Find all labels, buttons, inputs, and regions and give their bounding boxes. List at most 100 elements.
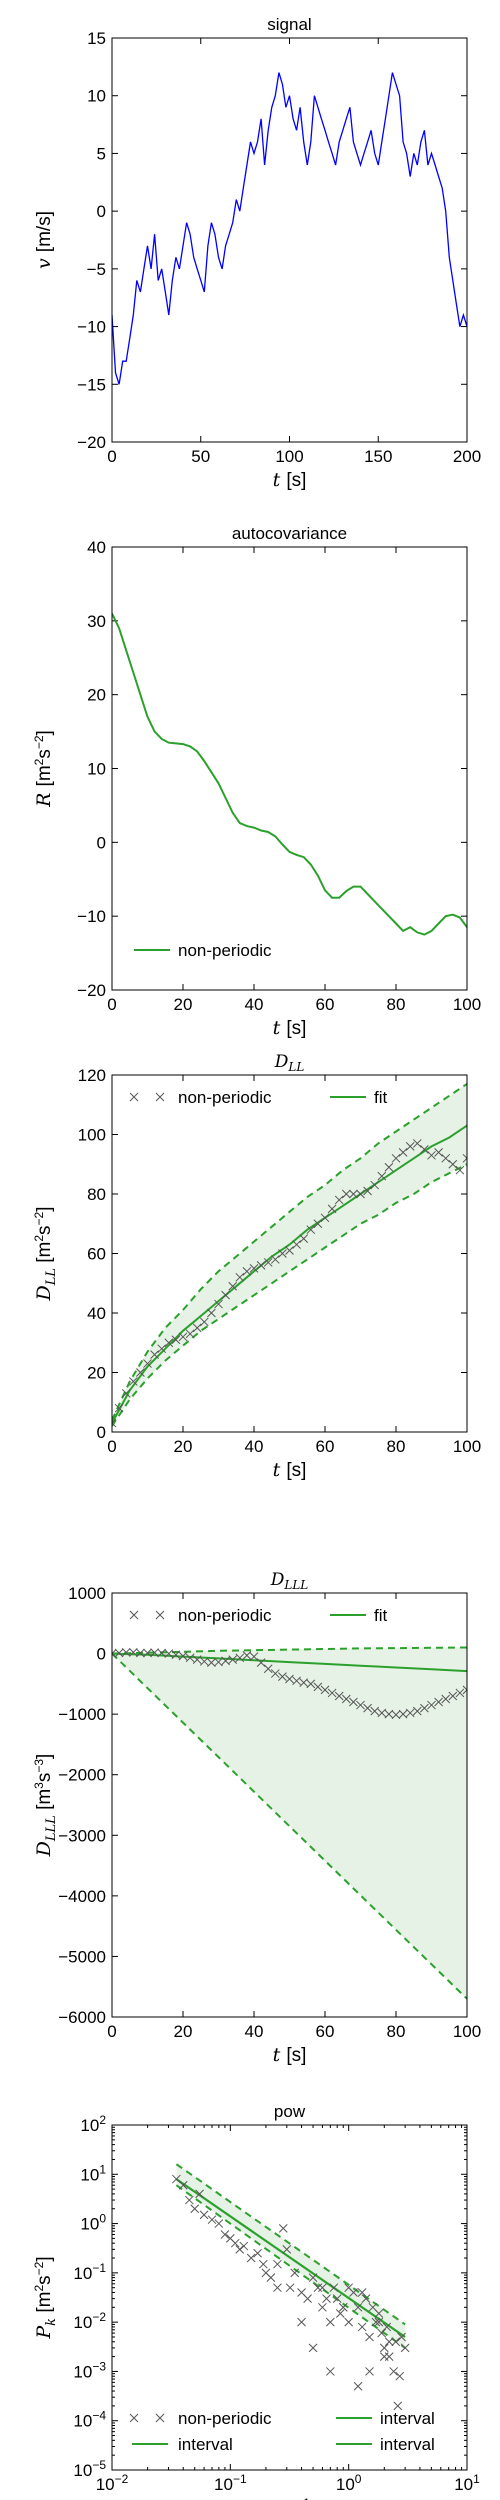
marker-point-12 <box>192 1323 202 1333</box>
marker-point-30 <box>329 2283 339 2293</box>
x-tick-label: 40 <box>245 2022 264 2041</box>
x-axis-label: t [s] <box>273 1017 307 1039</box>
marker-point-50 <box>400 2343 410 2353</box>
marker-point-5 <box>199 2210 209 2220</box>
y-tick-label: 10 <box>87 87 106 106</box>
y-tick-label: 0 <box>97 1423 106 1442</box>
marker-point-15 <box>258 2259 268 2269</box>
marker-point-46 <box>434 1697 443 1707</box>
marker-point-3 <box>128 1377 138 1386</box>
marker-point-19 <box>242 1266 252 1276</box>
marker-point-60 <box>318 2283 327 2293</box>
marker-point-21 <box>285 2283 295 2293</box>
x-tick-label: 40 <box>245 995 264 1014</box>
y-tick-label: −3000 <box>58 1826 106 1845</box>
marker-point-7 <box>157 1344 167 1354</box>
marker-point-23 <box>270 1669 280 1678</box>
y-tick-label: −10 <box>77 907 106 926</box>
y-tick-label: 80 <box>87 1185 106 1204</box>
y-tick-label: 101 <box>80 2162 106 2184</box>
y-tick-label: −10 <box>77 318 106 337</box>
x-tick-label: 10−2 <box>96 2472 129 2494</box>
marker-point-42 <box>374 2309 384 2318</box>
marker-point-46 <box>434 1147 443 1157</box>
marker-point-62 <box>357 2288 367 2297</box>
chart-4: DLLL 0 20 40 60 80 100 −6000 −5000 −4000 −3000 −200… <box>32 1570 481 2066</box>
x-tick-label: 60 <box>316 2022 335 2041</box>
marker-point-37 <box>370 1180 380 1190</box>
legend-label-non-periodic: non-periodic <box>178 2409 272 2428</box>
marker-point-49 <box>455 1688 465 1698</box>
chart-title: signal <box>267 15 311 34</box>
upper-interval-line <box>175 2163 406 2326</box>
marker-point-19 <box>278 2223 288 2233</box>
y-tick-label: −15 <box>77 375 106 394</box>
x-tick-label: 0 <box>107 2022 116 2041</box>
marker-point-10 <box>178 1332 188 1342</box>
marker-point-48 <box>448 1159 458 1169</box>
chart-1: signal 0 50 100 150 200 −20 −15 −10 −5 0 5 10 15 t [s]… <box>33 15 481 491</box>
marker-point-31 <box>332 2294 342 2303</box>
y-tick-label: 0 <box>97 202 106 221</box>
marker-point-37 <box>370 1706 380 1716</box>
marker-point-26 <box>313 2283 323 2293</box>
marker-point-21 <box>256 1261 266 1270</box>
marker-point-15 <box>214 1299 223 1309</box>
marker-point-43 <box>377 2328 387 2338</box>
marker-point-36 <box>353 2302 363 2312</box>
y-tick-label: 60 <box>87 1245 106 1264</box>
y-tick-label: −2000 <box>58 1766 106 1785</box>
y-tick-label: −20 <box>77 433 106 452</box>
y-tick-label: −20 <box>77 981 106 1000</box>
marker-point-35 <box>356 1189 365 1199</box>
x-tick-label: 20 <box>174 995 193 1014</box>
confidence-band <box>112 1083 467 1426</box>
marker-point-22 <box>263 1664 273 1674</box>
marker-point-6 <box>150 1648 159 1658</box>
x-axis-label: χ [s−1] <box>262 2496 315 2500</box>
marker-point-38 <box>377 1171 387 1181</box>
x-tick-label: 200 <box>453 447 481 466</box>
y-tick-label: −5000 <box>58 1947 106 1966</box>
marker-point-8 <box>164 1649 174 1658</box>
marker-point-15 <box>214 1657 223 1667</box>
marker-point-65 <box>395 2371 405 2381</box>
marker-point-24 <box>278 1249 287 1258</box>
confidence-band <box>112 1647 467 1999</box>
marker-point-1 <box>114 1403 124 1413</box>
marker-point-32 <box>334 1195 344 1205</box>
marker-point-49 <box>455 1165 465 1175</box>
marker-point-legend-b <box>155 2413 165 2423</box>
y-tick-label: −1000 <box>58 1705 106 1724</box>
marker-point-6 <box>207 2215 217 2225</box>
marker-point-45 <box>382 2322 392 2332</box>
x-axis-label: t [s] <box>273 2044 307 2066</box>
x-tick-label: 60 <box>316 1437 335 1456</box>
series-line-signal <box>112 72 467 385</box>
y-tick-label: 30 <box>87 612 106 631</box>
marker-point-34 <box>349 1189 358 1199</box>
marker-point-20 <box>249 1264 259 1273</box>
marker-point-25 <box>285 1246 294 1255</box>
marker-point-46 <box>384 2337 394 2347</box>
y-tick-label: 20 <box>87 1364 106 1383</box>
marker-point-27 <box>299 1678 309 1688</box>
marker-point-9 <box>171 1335 181 1345</box>
marker-point-45 <box>427 1700 436 1710</box>
x-tick-label: 10−1 <box>214 2472 247 2494</box>
marker-point-21 <box>256 1658 266 1668</box>
marker-point-13 <box>199 1657 209 1666</box>
marker-point-32 <box>334 1691 344 1701</box>
marker-point-31 <box>327 1688 337 1698</box>
x-tick-label: 100 <box>453 2022 481 2041</box>
marker-point-7 <box>214 2219 224 2228</box>
lower-bound-line <box>112 1163 467 1427</box>
x-tick-label: 80 <box>387 2022 406 2041</box>
marker-point-44 <box>420 1145 429 1154</box>
marker-point-50 <box>462 1153 467 1163</box>
marker-point-45 <box>427 1150 436 1160</box>
marker-point-25 <box>308 2273 318 2282</box>
x-tick-label: 0 <box>107 995 116 1014</box>
y-tick-label: 40 <box>87 538 106 557</box>
marker-point-4 <box>136 1368 145 1377</box>
